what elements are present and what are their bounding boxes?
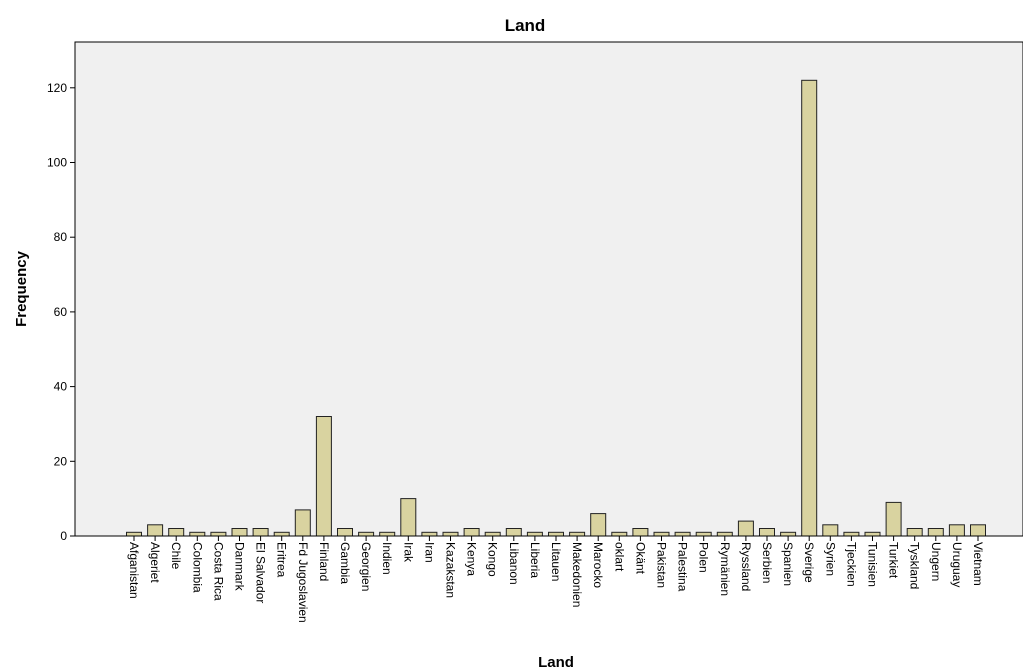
y-axis: 0 20 40 60 80 100 120 [47,42,76,543]
x-tick-label: Kongo [486,542,500,577]
bar-marocko [590,513,607,537]
bar-ok-nt [632,528,649,537]
x-tick-label: Costa Rica [211,542,225,601]
x-tick-label: Colombia [190,542,204,593]
x-axis-title: Land [538,654,574,671]
bar-eritrea [273,531,290,537]
bar-kazakstan [442,531,459,537]
x-tick-label: Marocko [591,542,605,588]
x-tick-label: Ryssland [739,542,753,591]
x-tick-label: Irak [401,542,415,563]
x-tick-label: Danmark [233,542,247,592]
x-axis: Afganistan Algeriet Chile Colombia Costa Ric… [75,535,1023,623]
x-tick-label: Libanon [507,542,521,585]
x-tick-label: Makedonien [570,542,584,607]
bar-el-salvador [252,528,269,537]
y-tick-label: 80 [54,230,68,244]
x-tick-label: oklart [612,542,626,572]
x-tick-label: Fd Jugoslavien [296,542,310,623]
x-tick-label: Finland [317,542,331,581]
bar-colombia [189,531,206,537]
bar-turkiet [885,501,902,537]
bar-gambia [337,528,353,537]
bar-palestina [674,531,691,537]
bar-serbien [759,528,775,537]
y-tick-label: 100 [47,156,67,170]
bar-finland [315,416,332,537]
x-tick-label: El Salvador [254,542,268,603]
bar-syrien [822,524,839,537]
chart-title: Land [505,16,546,35]
x-tick-label: Sverige [802,542,816,583]
bar-vietnam [970,524,986,537]
x-tick-label: Afganistan [127,542,141,599]
bar-tjeckien [843,531,860,537]
x-tick-label: Uruguay [950,542,964,587]
x-tick-label: Ungern [929,542,943,581]
bar-danmark [231,528,248,537]
x-tick-label: Turkiet [887,542,901,579]
x-tick-label: Kazakstan [444,542,458,598]
y-tick-label: 60 [54,305,68,319]
bar-polen [695,531,712,537]
x-tick-label: Eritrea [275,542,289,578]
x-tick-label: Indien [380,542,394,575]
bar-pakistan [653,531,670,537]
y-tick-label: 20 [54,454,68,468]
bar-tunisien [864,531,881,537]
bar-spanien [780,531,797,537]
x-tick-label: Serbien [760,542,774,583]
bar-oklart [611,531,628,537]
y-tick-label: 0 [60,529,67,543]
bar-uruguay [948,524,965,537]
bar-rym-nien [716,531,733,537]
x-tick-label: Iran [422,542,436,563]
bar-makedonien [569,531,586,537]
bar-costa-rica [210,531,227,537]
bar-sverige [801,79,818,537]
x-tick-label: Pakistan [655,542,669,588]
x-tick-label: Okänt [633,542,647,575]
x-tick-label: Liberia [528,542,542,578]
bar-fd-jugoslavien [294,509,311,537]
bar-iran [421,531,438,537]
x-tick-label: Tunisien [866,542,880,587]
x-tick-label: Rymänien [718,542,732,596]
bar-ungern [927,528,944,537]
bar-indien [379,531,396,537]
x-tick-label: Spanien [781,542,795,586]
x-tick-label: Polen [697,542,711,573]
bar-irak [400,498,417,537]
x-tick-label: Gambia [338,542,352,584]
y-tick-label: 40 [54,380,68,394]
x-tick-label: Palestina [676,542,690,592]
x-tick-label: Algeriet [148,542,162,583]
bar-tyskland [906,528,923,537]
x-tick-label: Syrien [823,542,837,576]
y-axis-title: Frequency [13,250,30,327]
bar-liberia [526,531,543,537]
bars-group [126,79,986,537]
x-tick-label: Vietnam [971,542,985,586]
x-tick-label: Tyskland [908,542,922,589]
bar-libanon [505,528,522,537]
bar-litauen [548,531,564,537]
x-tick-label: Kenya [465,542,479,576]
bar-ryssland [737,520,754,537]
x-tick-label: Tjeckien [844,542,858,587]
x-tick-label: Georgien [359,542,373,591]
bar-afganistan [126,531,142,537]
bar-kenya [463,528,480,537]
plot-area [74,41,1023,537]
bar-kongo [484,531,501,537]
y-tick-label: 120 [47,81,67,95]
x-tick-label: Litauen [549,542,563,581]
bar-algeriet [147,524,164,537]
bar-chile [168,528,185,537]
bar-georgien [358,531,375,537]
x-tick-label: Chile [169,542,183,570]
